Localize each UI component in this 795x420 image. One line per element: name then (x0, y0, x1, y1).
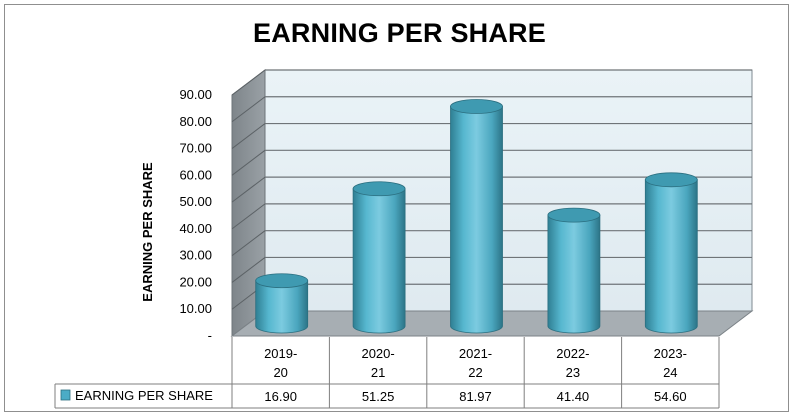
category-label-line2: 23 (566, 365, 580, 380)
gridline-depth (231, 96, 266, 123)
y-tick-label: - (208, 328, 212, 343)
y-tick-label: 40.00 (179, 221, 212, 236)
bar-top (644, 172, 698, 188)
bar-body (547, 214, 601, 334)
bar-top (255, 273, 309, 289)
y-tick-label: 70.00 (179, 141, 212, 156)
bar (547, 207, 601, 334)
bar-top (450, 99, 503, 114)
bar (352, 181, 406, 334)
bar-body (352, 188, 406, 334)
data-value-label: 16.90 (264, 389, 297, 404)
y-axis-label: EARNING PER SHARE (140, 162, 155, 302)
y-tick-label: 90.00 (179, 87, 212, 102)
bar-body (255, 280, 309, 334)
y-tick-label: 80.00 (179, 114, 212, 129)
gridline-depth (231, 176, 266, 203)
category-label-line2: 21 (371, 365, 385, 380)
category-label: 2019- (264, 346, 297, 361)
bar (450, 99, 503, 334)
data-value-label: 41.40 (557, 389, 590, 404)
legend-label: EARNING PER SHARE (75, 388, 213, 403)
gridline-depth (231, 149, 266, 176)
gridline-depth (231, 230, 266, 257)
gridline-depth (231, 203, 266, 230)
category-label-line2: 20 (273, 365, 287, 380)
bar-top (547, 207, 601, 223)
bar-body (450, 106, 503, 334)
category-label: 2021- (459, 346, 492, 361)
category-label-line2: 24 (663, 365, 677, 380)
chart-frame (4, 4, 789, 412)
category-label: 2022- (556, 346, 589, 361)
data-value-label: 54.60 (654, 389, 687, 404)
y-tick-label: 20.00 (179, 274, 212, 289)
category-label: 2023- (654, 346, 687, 361)
bar (644, 172, 698, 334)
y-tick-label: 10.00 (179, 301, 212, 316)
y-tick-label: 50.00 (179, 194, 212, 209)
gridline-depth (231, 123, 266, 149)
category-label-line2: 22 (468, 365, 482, 380)
gridline-depth (231, 69, 266, 96)
y-tick-label: 60.00 (179, 167, 212, 182)
gridline-depth (231, 257, 266, 283)
chart-title: EARNING PER SHARE (253, 18, 546, 48)
data-value-label: 81.97 (459, 389, 492, 404)
bar-top (352, 181, 406, 197)
legend-swatch (60, 389, 71, 401)
category-label: 2020- (361, 346, 394, 361)
y-tick-label: 30.00 (179, 248, 212, 263)
data-value-label: 51.25 (362, 389, 395, 404)
bar (255, 273, 309, 334)
bar-body (644, 179, 698, 334)
